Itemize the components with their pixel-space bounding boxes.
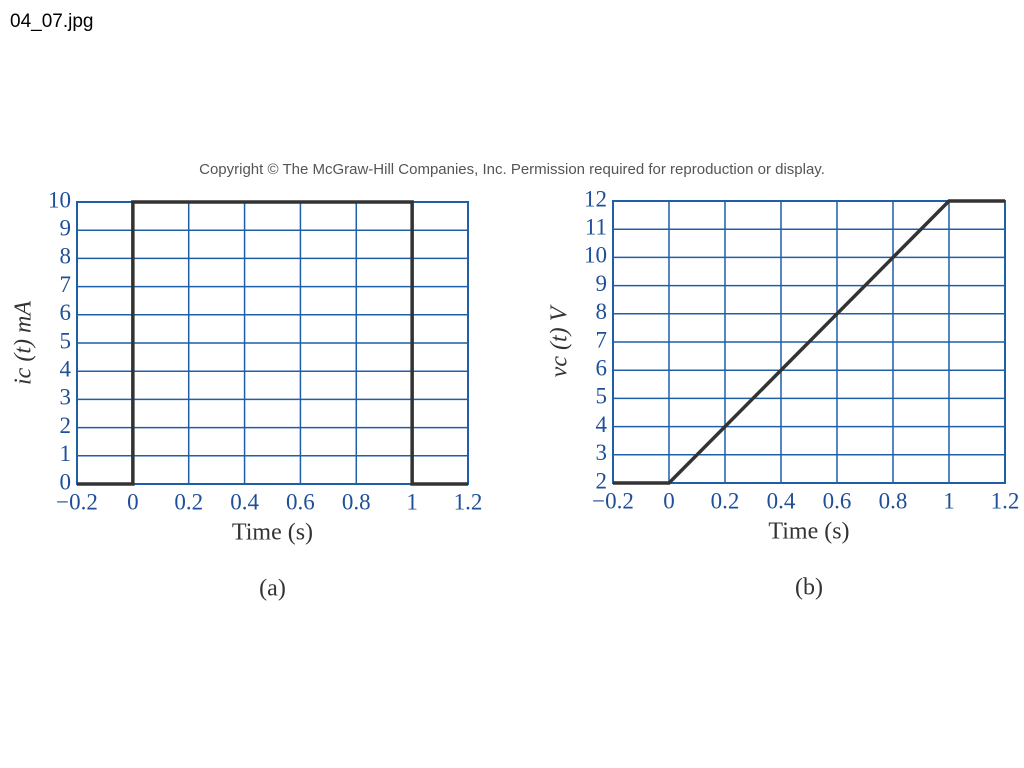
x-tick-label: 0.8 [342,489,371,514]
y-axis-label: ic (t) mA [11,301,37,385]
caption: (a) [259,576,286,602]
plot-frame [612,200,1006,484]
y-tick-label: 8 [60,244,72,269]
copyright: Copyright © The McGraw-Hill Companies, I… [199,161,825,178]
y-tick-label: 10 [48,187,71,212]
data-line [613,199,1005,485]
x-axis-label: Time (s) [232,520,313,546]
y-tick-label: 9 [596,271,608,296]
x-tick-label: 0.2 [174,489,203,514]
y-tick-label: 2 [60,413,72,438]
y-tick-label: 5 [596,384,608,409]
y-tick-label: 6 [60,300,72,325]
x-tick-label: 0.2 [711,488,740,513]
x-tick-label: 1.2 [454,489,483,514]
x-tick-label: 0 [127,489,139,514]
x-tick-label: 0.8 [879,488,908,513]
y-tick-label: 5 [60,328,72,353]
x-axis-label: Time (s) [768,519,849,545]
caption: (b) [795,575,823,601]
x-tick-label: 0.6 [286,489,315,514]
x-tick-label: 0.6 [823,488,852,513]
x-tick-label: −0.2 [56,489,98,514]
x-tick-label: 0.4 [767,488,796,513]
y-tick-label: 10 [584,243,607,268]
y-tick-label: 2 [596,468,608,493]
y-tick-label: 11 [585,214,607,239]
x-tick-label: 0 [663,488,675,513]
x-tick-label: 1.2 [991,488,1020,513]
y-tick-label: 9 [60,215,72,240]
y-tick-label: 3 [596,440,608,465]
file-title: 04_07.jpg [10,11,93,32]
data-line [77,200,468,486]
y-tick-label: 0 [60,469,72,494]
y-tick-label: 4 [596,412,608,437]
y-tick-label: 6 [596,355,608,380]
x-tick-label: 0.4 [230,489,259,514]
y-tick-label: 12 [584,186,607,211]
y-axis-label: vc (t) V [547,304,573,377]
x-tick-label: −0.2 [592,488,634,513]
x-tick-label: 1 [406,489,418,514]
y-tick-label: 4 [60,356,72,381]
y-tick-label: 3 [60,385,72,410]
x-tick-label: 1 [943,488,955,513]
y-tick-label: 7 [596,327,608,352]
y-tick-label: 7 [60,272,72,297]
y-tick-label: 8 [596,299,608,324]
y-tick-label: 1 [60,441,72,466]
